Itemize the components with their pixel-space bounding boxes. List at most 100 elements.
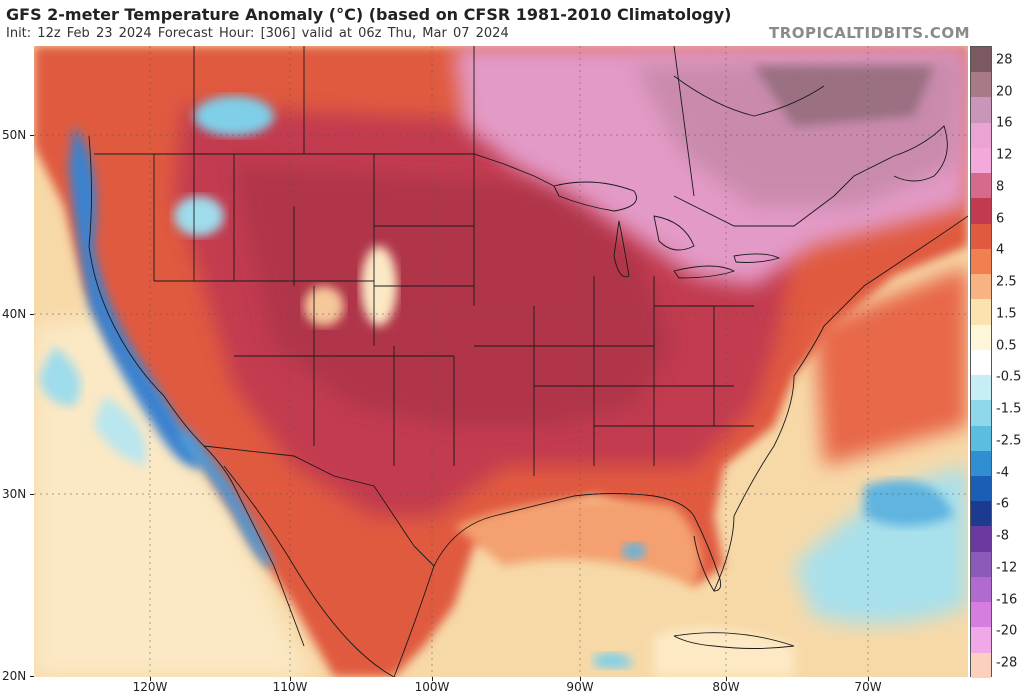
gulf-band bbox=[454, 499, 701, 586]
colorbar-segment bbox=[971, 400, 991, 426]
colorbar bbox=[970, 46, 992, 678]
colorbar-segment bbox=[971, 147, 991, 174]
east-coastline bbox=[713, 215, 968, 592]
atlantic-cold bbox=[864, 480, 954, 526]
colorbar-segment bbox=[971, 324, 991, 350]
lat-label-50n: 50N bbox=[2, 128, 27, 142]
gulf-cool-spot bbox=[622, 543, 646, 559]
colorbar-segment bbox=[971, 627, 991, 653]
dark-north bbox=[754, 66, 934, 126]
lon-tick bbox=[150, 677, 151, 681]
colorbar-label: -1.5 bbox=[996, 401, 1022, 417]
lon-label-110w: 110W bbox=[272, 680, 308, 694]
colorbar-label: -4 bbox=[996, 465, 1009, 481]
lon-label-100w: 100W bbox=[414, 680, 450, 694]
lon-tick bbox=[868, 677, 869, 681]
brand-watermark: TROPICALTIDBITS.COM bbox=[769, 24, 970, 42]
us-mexico-border bbox=[203, 445, 435, 567]
lat-label-40n: 40N bbox=[2, 307, 27, 321]
pacific-cool-patch bbox=[39, 346, 81, 406]
colorbar-segment bbox=[971, 47, 991, 73]
colorbar-segment bbox=[971, 551, 991, 577]
lat-label-20n: 20N bbox=[2, 669, 27, 683]
hudson-bay-outline bbox=[673, 75, 825, 117]
colorbar-segment bbox=[971, 526, 991, 552]
colorbar-label: -6 bbox=[996, 496, 1009, 512]
map-subtitle: Init: 12z Feb 23 2024 Forecast Hour: [30… bbox=[6, 26, 509, 41]
lake-erie bbox=[673, 265, 736, 279]
lat-tick bbox=[30, 494, 34, 495]
colorbar-label: -28 bbox=[996, 655, 1018, 671]
colorbar-label: -16 bbox=[996, 592, 1018, 608]
colorbar-label: 12 bbox=[996, 147, 1013, 163]
colorbar-segment bbox=[971, 274, 991, 300]
mexico-west-coast bbox=[223, 465, 395, 677]
rockies-cool-1 bbox=[194, 96, 274, 136]
pacific-cool-patch-2 bbox=[94, 396, 146, 466]
colorbar-segment bbox=[971, 97, 991, 123]
cuba-outline bbox=[673, 632, 795, 649]
caribbean-pale bbox=[654, 628, 794, 677]
province-lines bbox=[193, 46, 695, 197]
colorbar-label: -12 bbox=[996, 560, 1018, 576]
colorbar-label: 16 bbox=[996, 115, 1013, 131]
colorbar-label: -8 bbox=[996, 528, 1009, 544]
lake-huron bbox=[653, 215, 695, 251]
colorbar-label: -20 bbox=[996, 623, 1018, 639]
anomaly-map bbox=[34, 46, 968, 677]
colorbar-label: 20 bbox=[996, 84, 1013, 100]
colorbar-segment bbox=[971, 173, 991, 199]
us-canada-border bbox=[94, 153, 555, 187]
colorbar-label: 2.5 bbox=[996, 274, 1017, 290]
lake-ontario bbox=[733, 253, 781, 263]
colorbar-segment bbox=[971, 425, 991, 451]
colorbar-label: 0.5 bbox=[996, 338, 1017, 354]
colorbar-label: 6 bbox=[996, 211, 1005, 227]
hot-core-inner bbox=[234, 166, 674, 426]
baja-coast bbox=[233, 485, 305, 647]
caribbean-cool bbox=[594, 652, 634, 669]
lon-tick bbox=[432, 677, 433, 681]
colorbar-segment bbox=[971, 248, 991, 275]
anomaly-fill bbox=[34, 46, 968, 677]
colorbar-segment bbox=[971, 122, 991, 148]
gulf-coastline bbox=[393, 493, 722, 677]
geo-outlines bbox=[88, 46, 968, 677]
us-canada-border-east bbox=[673, 155, 895, 227]
colorbar-segment bbox=[971, 223, 991, 249]
colorbar-segment bbox=[971, 652, 991, 678]
colorbar-segment bbox=[971, 375, 991, 401]
colorbar-segment bbox=[971, 450, 991, 476]
lon-tick bbox=[580, 677, 581, 681]
lake-superior bbox=[553, 181, 637, 212]
colorbar-segment bbox=[971, 576, 991, 603]
rockies-cool-2 bbox=[174, 196, 224, 236]
colorbar-label: 4 bbox=[996, 242, 1005, 258]
colorbar-segment bbox=[971, 602, 991, 628]
anomaly-map-svg bbox=[34, 46, 968, 677]
baja-cold bbox=[179, 426, 274, 568]
lat-tick bbox=[30, 676, 34, 677]
colorbar-segment bbox=[971, 72, 991, 98]
coastal-cold bbox=[69, 126, 204, 468]
map-title: GFS 2-meter Temperature Anomaly (°C) (ba… bbox=[6, 5, 732, 24]
colorbar-label: 1.5 bbox=[996, 306, 1017, 322]
lat-label-30n: 30N bbox=[2, 487, 27, 501]
state-lines bbox=[153, 154, 754, 476]
colorbar-segment bbox=[971, 299, 991, 325]
colorbar-label: 8 bbox=[996, 179, 1005, 195]
colorbar-segment bbox=[971, 349, 991, 376]
lon-label-70w: 70W bbox=[854, 680, 882, 694]
maritimes-outline bbox=[893, 125, 948, 182]
lon-label-90w: 90W bbox=[566, 680, 594, 694]
colorbar-segment bbox=[971, 198, 991, 224]
lat-tick bbox=[30, 314, 34, 315]
colorbar-label: 28 bbox=[996, 52, 1013, 68]
lake-michigan bbox=[613, 220, 630, 278]
atlantic-warm bbox=[814, 266, 968, 466]
colorbar-segment bbox=[971, 501, 991, 527]
lon-tick bbox=[726, 677, 727, 681]
colorbar-label: -2.5 bbox=[996, 433, 1022, 449]
lon-label-120w: 120W bbox=[132, 680, 168, 694]
lon-tick bbox=[290, 677, 291, 681]
